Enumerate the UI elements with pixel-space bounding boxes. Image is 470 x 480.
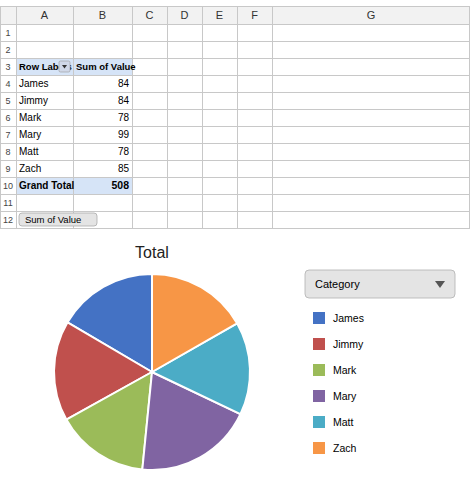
legend-entry: Zach [333, 442, 357, 454]
legend-entry: Matt [333, 416, 354, 428]
legend-swatch [313, 312, 325, 324]
row-label: Mary [19, 129, 41, 140]
legend-entry: Mary [333, 390, 357, 402]
sheet-col-line [73, 6, 74, 228]
column-letter: C [146, 9, 154, 21]
row-label: Mark [19, 112, 42, 123]
row-value: 78 [118, 146, 130, 157]
row-number: 9 [5, 164, 10, 174]
row-number: 10 [3, 181, 13, 191]
column-letter: G [367, 9, 376, 21]
sheet-row-line [0, 228, 470, 229]
row-value: 84 [118, 78, 130, 89]
sheet-row-line [0, 92, 470, 93]
sheet-col-line [202, 6, 203, 228]
sheet-row-line [0, 194, 470, 195]
row-value: 99 [118, 129, 130, 140]
column-letter: F [251, 9, 258, 21]
row-number: 6 [5, 113, 10, 123]
pivot-header: Sum of Value [76, 61, 136, 72]
sheet-row-line [0, 109, 470, 110]
sheet-row-line [0, 24, 470, 25]
legend-swatch [313, 338, 325, 350]
row-value: 84 [118, 95, 130, 106]
row-number: 12 [3, 215, 13, 225]
sheet-row-line [0, 126, 470, 127]
slicer-label: Sum of Value [25, 214, 81, 225]
sheet-col-line [132, 6, 133, 228]
sheet-row-line [0, 41, 470, 42]
row-number: 11 [3, 198, 12, 208]
grand-total-label: Grand Total [19, 180, 75, 191]
row-number: 5 [5, 96, 10, 106]
sheet-row-line [0, 6, 470, 7]
legend-entry: James [333, 312, 364, 324]
sheet-col-line [16, 6, 17, 228]
column-letter: A [41, 9, 49, 21]
sheet-row-line [0, 143, 470, 144]
sheet-col-line [272, 6, 273, 228]
legend-swatch [313, 390, 325, 402]
row-label: Matt [19, 146, 39, 157]
pivot-header: Row Labels [19, 61, 72, 72]
sheet-col-line [469, 6, 470, 228]
sheet-row-line [0, 75, 470, 76]
sheet-row-line [0, 58, 470, 59]
row-number: 8 [5, 147, 10, 157]
grand-total-value: 508 [111, 179, 129, 191]
row-value: 78 [118, 112, 130, 123]
legend-entry: Jimmy [333, 338, 364, 350]
legend-title: Category [315, 278, 360, 290]
column-letter: B [99, 9, 106, 21]
sheet-col-line [0, 6, 1, 228]
pie-slice [66, 372, 152, 470]
legend-header[interactable] [305, 270, 455, 298]
row-number: 7 [5, 130, 10, 140]
column-letter: D [181, 9, 189, 21]
column-letter: E [216, 9, 223, 21]
sheet-row-line [0, 211, 470, 212]
legend-filter-icon [435, 281, 445, 288]
sheet-row-line [0, 160, 470, 161]
sheet-col-line [167, 6, 168, 228]
sheet-row-line [0, 177, 470, 178]
row-number: 2 [5, 45, 10, 55]
row-label: Jimmy [19, 95, 48, 106]
row-label: Zach [19, 163, 41, 174]
legend-swatch [313, 416, 325, 428]
legend-swatch [313, 442, 325, 454]
legend-swatch [313, 364, 325, 376]
chart-title: Total [135, 244, 169, 261]
pie-slice [152, 274, 237, 372]
slicer-button[interactable] [19, 213, 97, 226]
row-label: James [19, 78, 48, 89]
column-header-bg [0, 6, 470, 24]
legend-entry: Mark [333, 364, 357, 376]
sheet-col-line [237, 6, 238, 228]
pie [54, 274, 250, 470]
row-number: 3 [5, 62, 10, 72]
row-number: 1 [5, 28, 10, 38]
filter-arrow [62, 65, 67, 69]
filter-button[interactable] [59, 61, 70, 72]
row-value: 85 [118, 163, 130, 174]
row-number: 4 [5, 79, 10, 89]
